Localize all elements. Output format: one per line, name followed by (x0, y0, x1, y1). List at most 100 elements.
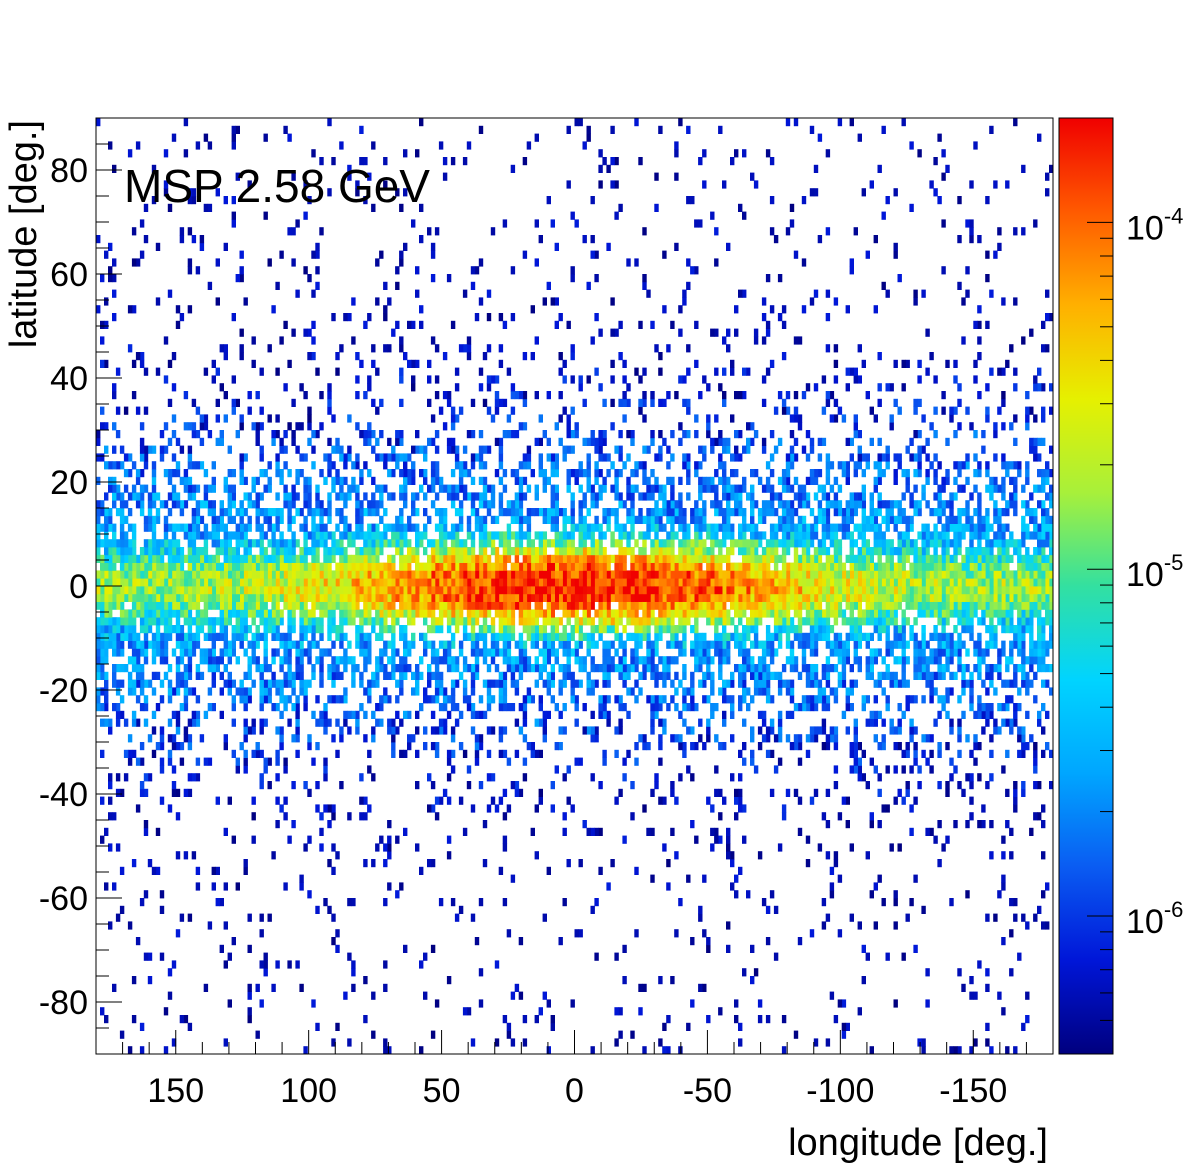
heatmap-cell (618, 1007, 623, 1016)
heatmap-cell (742, 718, 747, 727)
heatmap-cell (913, 398, 918, 407)
heatmap-cell (753, 968, 759, 977)
heatmap-cell (698, 219, 703, 228)
heatmap-cell (686, 461, 691, 470)
heatmap-cell (438, 578, 444, 587)
heatmap-cell (726, 500, 731, 509)
heatmap-cell (805, 539, 811, 548)
heatmap-cell (1049, 570, 1054, 579)
heatmap-cell (434, 578, 440, 587)
heatmap-cell (837, 609, 843, 618)
heatmap-cell (913, 554, 918, 563)
heatmap-cell (1021, 593, 1026, 602)
heatmap-cell (777, 617, 783, 626)
heatmap-cell (841, 562, 847, 571)
heatmap-cell (797, 625, 803, 634)
heatmap-cell (502, 679, 508, 688)
heatmap-cell (411, 476, 416, 485)
heatmap-cell (805, 476, 811, 485)
heatmap-cell (534, 484, 539, 493)
heatmap-cell (682, 523, 687, 532)
heatmap-cell (738, 703, 743, 712)
heatmap-cell (442, 695, 448, 704)
heatmap-cell (989, 586, 994, 595)
heatmap-cell (905, 554, 910, 563)
heatmap-cell (957, 422, 962, 431)
heatmap-cell (598, 554, 603, 563)
heatmap-cell (949, 773, 954, 782)
heatmap-cell (670, 500, 675, 509)
heatmap-cell (893, 476, 898, 485)
heatmap-cell (662, 695, 667, 704)
heatmap-cell (817, 687, 823, 696)
heatmap-cell (686, 367, 691, 376)
heatmap-cell (482, 352, 488, 361)
heatmap-cell (769, 554, 775, 563)
heatmap-cell (993, 640, 998, 649)
heatmap-cell (427, 437, 432, 446)
heatmap-cell (797, 570, 803, 579)
heatmap-cell (769, 890, 775, 899)
heatmap-cell (670, 484, 675, 493)
heatmap-cell (897, 718, 902, 727)
heatmap-cell (546, 539, 551, 548)
heatmap-cell (1017, 461, 1022, 470)
heatmap-cell (917, 648, 922, 657)
heatmap-cell (953, 765, 958, 774)
heatmap-cell (889, 422, 894, 431)
heatmap-cell (953, 547, 958, 556)
heatmap-cell (722, 687, 727, 696)
heatmap-cell (407, 742, 412, 751)
heatmap-cell (873, 562, 878, 571)
heatmap-cell (1041, 406, 1046, 415)
heatmap-cell (945, 788, 950, 797)
heatmap-cell (614, 625, 619, 634)
heatmap-cell (558, 562, 563, 571)
heatmap-cell (546, 476, 551, 485)
heatmap-cell (506, 367, 512, 376)
heatmap-cell (905, 515, 910, 524)
heatmap-cell (438, 141, 444, 150)
heatmap-cell (714, 367, 719, 376)
heatmap-cell (773, 554, 779, 563)
heatmap-cell (670, 531, 675, 540)
heatmap-cell (419, 235, 424, 244)
heatmap-cell (825, 664, 831, 673)
heatmap-cell (522, 554, 528, 563)
heatmap-cell (1025, 991, 1030, 1000)
heatmap-cell (885, 523, 890, 532)
heatmap-cell (877, 476, 882, 485)
heatmap-cell (582, 664, 587, 673)
heatmap-cell (554, 500, 559, 509)
heatmap-cell (969, 687, 974, 696)
heatmap-cell (570, 274, 575, 283)
heatmap-cell (1045, 492, 1050, 501)
heatmap-cell (423, 445, 428, 454)
heatmap-cell (742, 632, 747, 641)
heatmap-cell (949, 554, 954, 563)
heatmap-cell (805, 749, 811, 758)
heatmap-cell (558, 554, 563, 563)
heatmap-cell (1029, 508, 1034, 517)
heatmap-cell (662, 593, 667, 602)
heatmap-cell (877, 383, 882, 392)
heatmap-cell (554, 297, 559, 306)
heatmap-cell (506, 523, 512, 532)
heatmap-cell (466, 562, 472, 571)
heatmap-cell (514, 476, 520, 485)
heatmap-cell (574, 656, 579, 665)
heatmap-cell (857, 461, 862, 470)
heatmap-cell (430, 601, 436, 610)
heatmap-cell (877, 632, 882, 641)
heatmap-cell (901, 671, 906, 680)
heatmap-cell (462, 484, 468, 493)
heatmap-cell (538, 539, 543, 548)
heatmap-cell (630, 781, 635, 790)
heatmap-cell (865, 851, 870, 860)
heatmap-cell (817, 570, 823, 579)
heatmap-cell (586, 523, 591, 532)
heatmap-cell (961, 609, 966, 618)
heatmap-cell (502, 570, 508, 579)
heatmap-cell (929, 632, 934, 641)
heatmap-cell (805, 547, 811, 556)
